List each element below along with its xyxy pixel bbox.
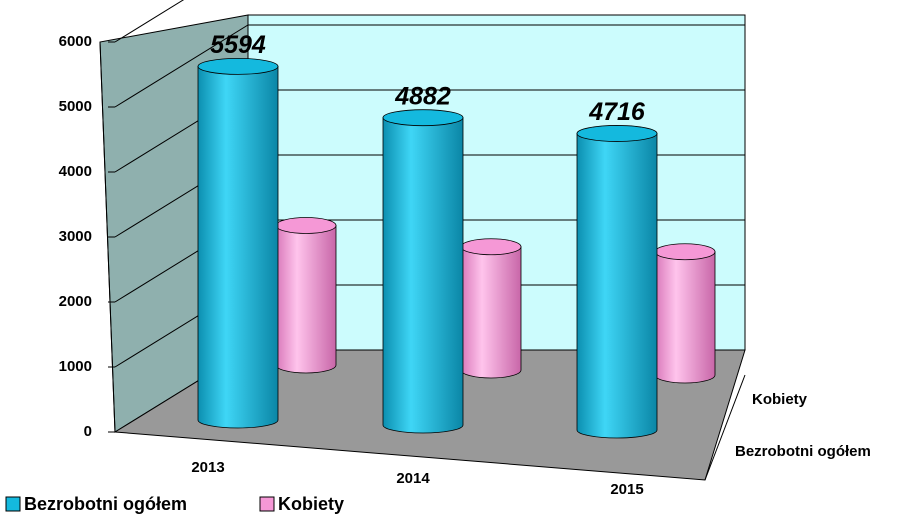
cylinder-top [382,109,464,127]
depth-axis [704,374,746,481]
cylinder-body [382,117,464,434]
cylinder-body [275,225,337,374]
cylinder-body [576,133,658,439]
legend-label: Kobiety [278,494,344,514]
depth-label: Kobiety [752,391,808,408]
value-label: 4882 [394,82,451,110]
bar [576,125,658,439]
bar [275,217,337,374]
y-tick-label: 1000 [59,358,92,375]
grid-line [114,0,185,43]
cylinder-body [197,65,279,429]
x-tick-label: 2015 [610,481,643,498]
y-tick-label: 2000 [59,293,92,310]
legend-swatch [5,496,21,512]
y-tick-label: 6000 [59,33,92,50]
cylinder-top [197,57,279,75]
grid-line [114,24,745,108]
bar [654,243,716,384]
value-label: 4716 [588,98,646,126]
y-tick-label: 0 [84,423,92,440]
cylinder-body [654,251,716,384]
y-axis [99,41,116,433]
bar [382,109,464,434]
legend-swatch [259,496,275,512]
cylinder-top [654,243,716,261]
bar [197,57,279,429]
bar [460,238,522,379]
y-tick-label: 5000 [59,98,92,115]
depth-label: Bezrobotni ogółem [735,443,871,460]
legend-label: Bezrobotni ogółem [24,494,187,514]
y-tick-label: 4000 [59,163,92,180]
x-tick-label: 2013 [191,459,224,476]
cylinder-body [460,246,522,379]
cylinder-top [576,125,658,142]
y-tick-label: 3000 [59,228,92,245]
value-label: 5594 [210,31,266,59]
cylinder-top [275,217,337,234]
x-tick-label: 2014 [396,470,430,487]
cylinder-top [460,238,522,256]
